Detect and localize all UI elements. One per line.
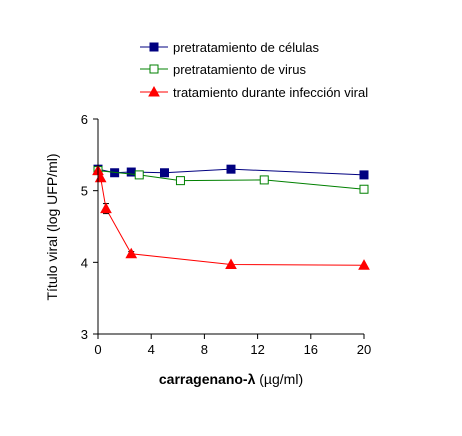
- x-tick-label: 20: [357, 342, 371, 357]
- data-point: [225, 258, 237, 269]
- data-point: [134, 170, 144, 180]
- data-point: [358, 259, 370, 270]
- data-point: [259, 175, 269, 185]
- legend-item-1: pretratamiento de virus: [140, 62, 306, 77]
- x-tick-label: 0: [94, 342, 101, 357]
- series-2: [92, 164, 370, 270]
- data-point: [125, 247, 138, 259]
- legend-item-0: pretratamiento de células: [140, 40, 319, 55]
- series-line: [97, 170, 365, 266]
- x-axis-title-bold: carragenano-λ: [159, 371, 256, 387]
- data-point: [226, 164, 236, 174]
- x-axis-title: carragenano-λ (µg/ml): [159, 371, 303, 387]
- x-tick-label: 8: [201, 342, 208, 357]
- axes: 3 4 5 6 0 4 8 12 16 20: [81, 112, 371, 357]
- legend-label: pretratamiento de células: [173, 40, 319, 55]
- legend-label: tratamiento durante infección viral: [173, 85, 368, 100]
- y-tick-label: 5: [81, 184, 88, 199]
- y-tick-label: 3: [81, 327, 88, 342]
- y-tick-label: 6: [81, 112, 88, 127]
- plot-area: [92, 164, 370, 270]
- legend-marker: [149, 42, 159, 52]
- data-point: [359, 170, 369, 180]
- legend-marker: [149, 64, 159, 74]
- data-point: [160, 168, 169, 178]
- data-point: [175, 176, 185, 186]
- series-1: [93, 166, 369, 194]
- y-tick-label: 4: [81, 255, 88, 270]
- x-axis-title-unit: (µg/ml): [255, 371, 303, 387]
- legend-label: pretratamiento de virus: [173, 62, 306, 77]
- legend: pretratamiento de células pretratamiento …: [140, 40, 368, 100]
- data-point: [359, 184, 369, 194]
- legend-item-2: tratamiento durante infección viral: [140, 85, 368, 100]
- data-point: [100, 202, 112, 214]
- x-tick-label: 4: [148, 342, 155, 357]
- y-axis-title: Título viral (log UFP/ml): [44, 153, 60, 300]
- x-tick-label: 12: [250, 342, 264, 357]
- x-tick-label: 16: [304, 342, 318, 357]
- legend-marker: [148, 85, 160, 97]
